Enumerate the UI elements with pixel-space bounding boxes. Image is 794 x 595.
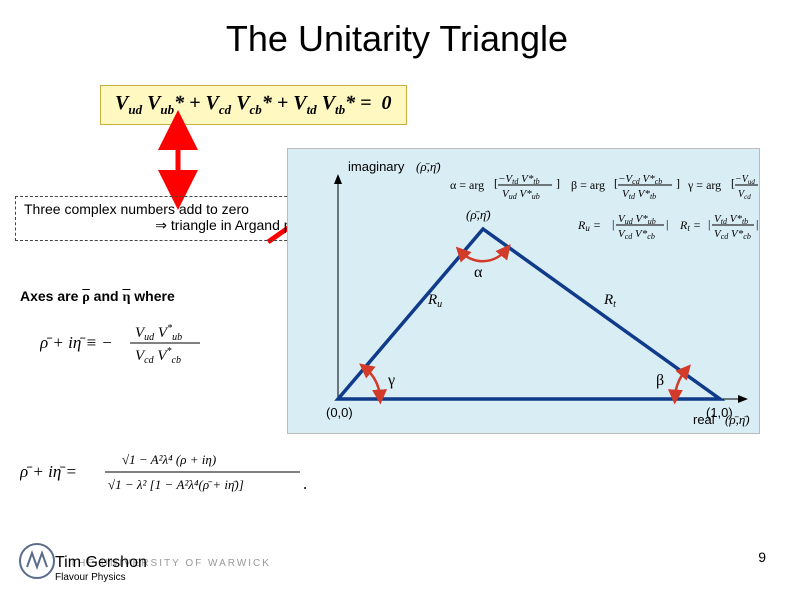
angle-def-alpha: α = arg [] −Vtd V*tb Vud V*ub [450, 173, 560, 201]
note-box: Three complex numbers add to zero ⇒ tria… [15, 196, 327, 241]
svg-text:−Vud: −Vud [735, 174, 755, 186]
vertex-label-apex: (ρ̄,η̄) [466, 207, 491, 222]
svg-text:Vud V*ub: Vud V*ub [618, 213, 656, 226]
side-def-Rt: Rt = | | Vtd V*tb Vcd V*cb [679, 213, 758, 241]
svg-text:]: ] [556, 176, 560, 190]
svg-text:|: | [612, 217, 614, 231]
vertex-label-00: (0,0) [326, 405, 353, 420]
arc-beta [675, 370, 686, 397]
svg-text:γ = arg: γ = arg [687, 178, 721, 192]
unitarity-equation-box: Vud Vub* + Vcd Vcb* + Vtd Vtb* = 0 [100, 85, 407, 125]
svg-text:]: ] [676, 176, 680, 190]
svg-text:β = arg: β = arg [571, 178, 605, 192]
axis-label-imaginary: imaginary [348, 159, 405, 174]
svg-text:Vtd V*tb: Vtd V*tb [714, 213, 748, 226]
equation-text: Vud Vub* + Vcd Vcb* + Vtd Vtb* = 0 [115, 92, 392, 114]
vertex-label-10: (1,0) [706, 405, 733, 420]
svg-text:(ρ̄,η̄): (ρ̄,η̄) [416, 159, 441, 174]
svg-text:√1 − A²λ⁴ (ρ + iη): √1 − A²λ⁴ (ρ + iη) [122, 452, 216, 467]
warwick-logo-icon [15, 539, 59, 583]
svg-text:|: | [708, 217, 710, 231]
svg-text:−Vcd V*cb: −Vcd V*cb [618, 173, 662, 186]
arc-gamma [365, 368, 380, 397]
author-subtitle: Flavour Physics [55, 572, 147, 583]
svg-text:√1 − λ² [1 − A²λ⁴(ρ̄ + iη̄)]: √1 − λ² [1 − A²λ⁴(ρ̄ + iη̄)] [108, 477, 244, 492]
note-line-2: ⇒ triangle in Argand plane [24, 217, 318, 234]
unitarity-triangle-diagram: imaginary real (ρ̄,η̄) (ρ̄,η̄) α γ [287, 148, 760, 434]
triangle-svg: imaginary real (ρ̄,η̄) (ρ̄,η̄) α γ [288, 149, 761, 435]
rho-eta-definition: ρ̄ + iη̄ ≡ − Vud V*ub Vcd V*cb [40, 320, 280, 366]
note-line-1: Three complex numbers add to zero [24, 201, 318, 217]
svg-text:ρ̄ + iη̄ ≡ −: ρ̄ + iη̄ ≡ − [40, 333, 113, 352]
svg-text:|: | [666, 217, 668, 231]
rho-eta-expansion: ρ̄ + iη̄ = √1 − A²λ⁴ (ρ + iη) √1 − λ² [1… [20, 447, 320, 493]
slide-title: The Unitarity Triangle [0, 18, 794, 60]
svg-text:Ru =: Ru = [577, 218, 601, 233]
svg-text:Vtd V*tb: Vtd V*tb [622, 188, 656, 201]
svg-text:Vcd V*cb: Vcd V*cb [618, 228, 655, 241]
angle-def-gamma: γ = arg [ −Vud Vcd [687, 174, 758, 201]
angle-label-alpha: α [474, 264, 483, 281]
angle-def-beta: β = arg [] −Vcd V*cb Vtd V*tb [571, 173, 680, 201]
svg-text:Vcd V*cb: Vcd V*cb [714, 228, 751, 241]
svg-text:Rt =: Rt = [679, 218, 701, 233]
svg-text:Vud V*ub: Vud V*ub [135, 323, 182, 343]
svg-text:Vcd: Vcd [738, 189, 751, 201]
author-name: Tim Gershon [55, 554, 147, 572]
svg-text:ρ̄ + iη̄ =: ρ̄ + iη̄ = [20, 462, 77, 481]
axes-label: Axes are ρ and η where [20, 288, 175, 306]
svg-text:Vud V*ub: Vud V*ub [502, 188, 540, 201]
footer: Tim Gershon Flavour Physics [55, 554, 147, 583]
arc-alpha [461, 250, 506, 261]
slide: The Unitarity Triangle Vud Vub* + Vcd Vc… [0, 0, 794, 595]
side-label-Ru: Ru [427, 292, 442, 310]
page-number: 9 [758, 549, 766, 565]
svg-text:.: . [303, 474, 307, 493]
side-def-Ru: Ru = | | Vud V*ub Vcd V*cb [577, 213, 668, 241]
svg-text:|: | [756, 217, 758, 231]
side-label-Rt: Rt [603, 292, 616, 310]
angle-label-beta: β [656, 372, 664, 389]
svg-text:−Vtd V*tb: −Vtd V*tb [498, 173, 540, 186]
svg-text:α = arg: α = arg [450, 178, 484, 192]
svg-text:Vcd V*cb: Vcd V*cb [135, 346, 181, 366]
angle-label-gamma: γ [387, 372, 395, 389]
